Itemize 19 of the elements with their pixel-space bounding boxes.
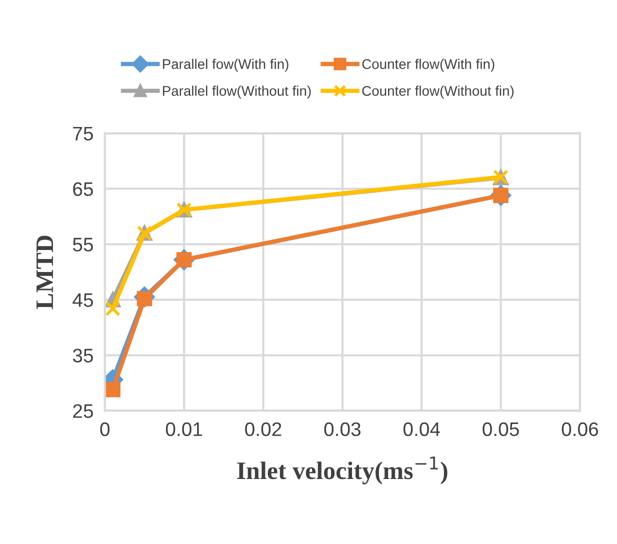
x-axis-title: Inlet velocity(ms$^{−1}$) <box>237 456 448 484</box>
y-tick-label: 65 <box>73 182 93 196</box>
x-tick-label: 0 <box>100 422 110 436</box>
y-tick-label: 55 <box>72 238 93 252</box>
x-tick-label: 0.02 <box>245 422 282 436</box>
y-tick-label: 25 <box>73 404 93 418</box>
y-tick-label: 35 <box>72 348 93 362</box>
y-tick-label: 45 <box>72 293 93 307</box>
y-tick-label: 75 <box>73 126 93 141</box>
legend-label: Parallel fow(With fin) <box>162 58 288 72</box>
legend-label: Counter flow(With fin) <box>362 58 494 72</box>
x-tick-label: 0.01 <box>166 422 202 436</box>
x-tick-label: 0.06 <box>562 422 598 436</box>
legend-label: Counter flow(Without fin) <box>362 86 514 99</box>
y-axis-title: LMTD <box>36 236 53 310</box>
x-tick-label: 0.04 <box>403 422 440 436</box>
x-tick-label: 0.03 <box>324 422 361 436</box>
x-tick-label: 0.05 <box>482 422 519 436</box>
legend-label: Parallel flow(Without fin) <box>162 86 311 99</box>
